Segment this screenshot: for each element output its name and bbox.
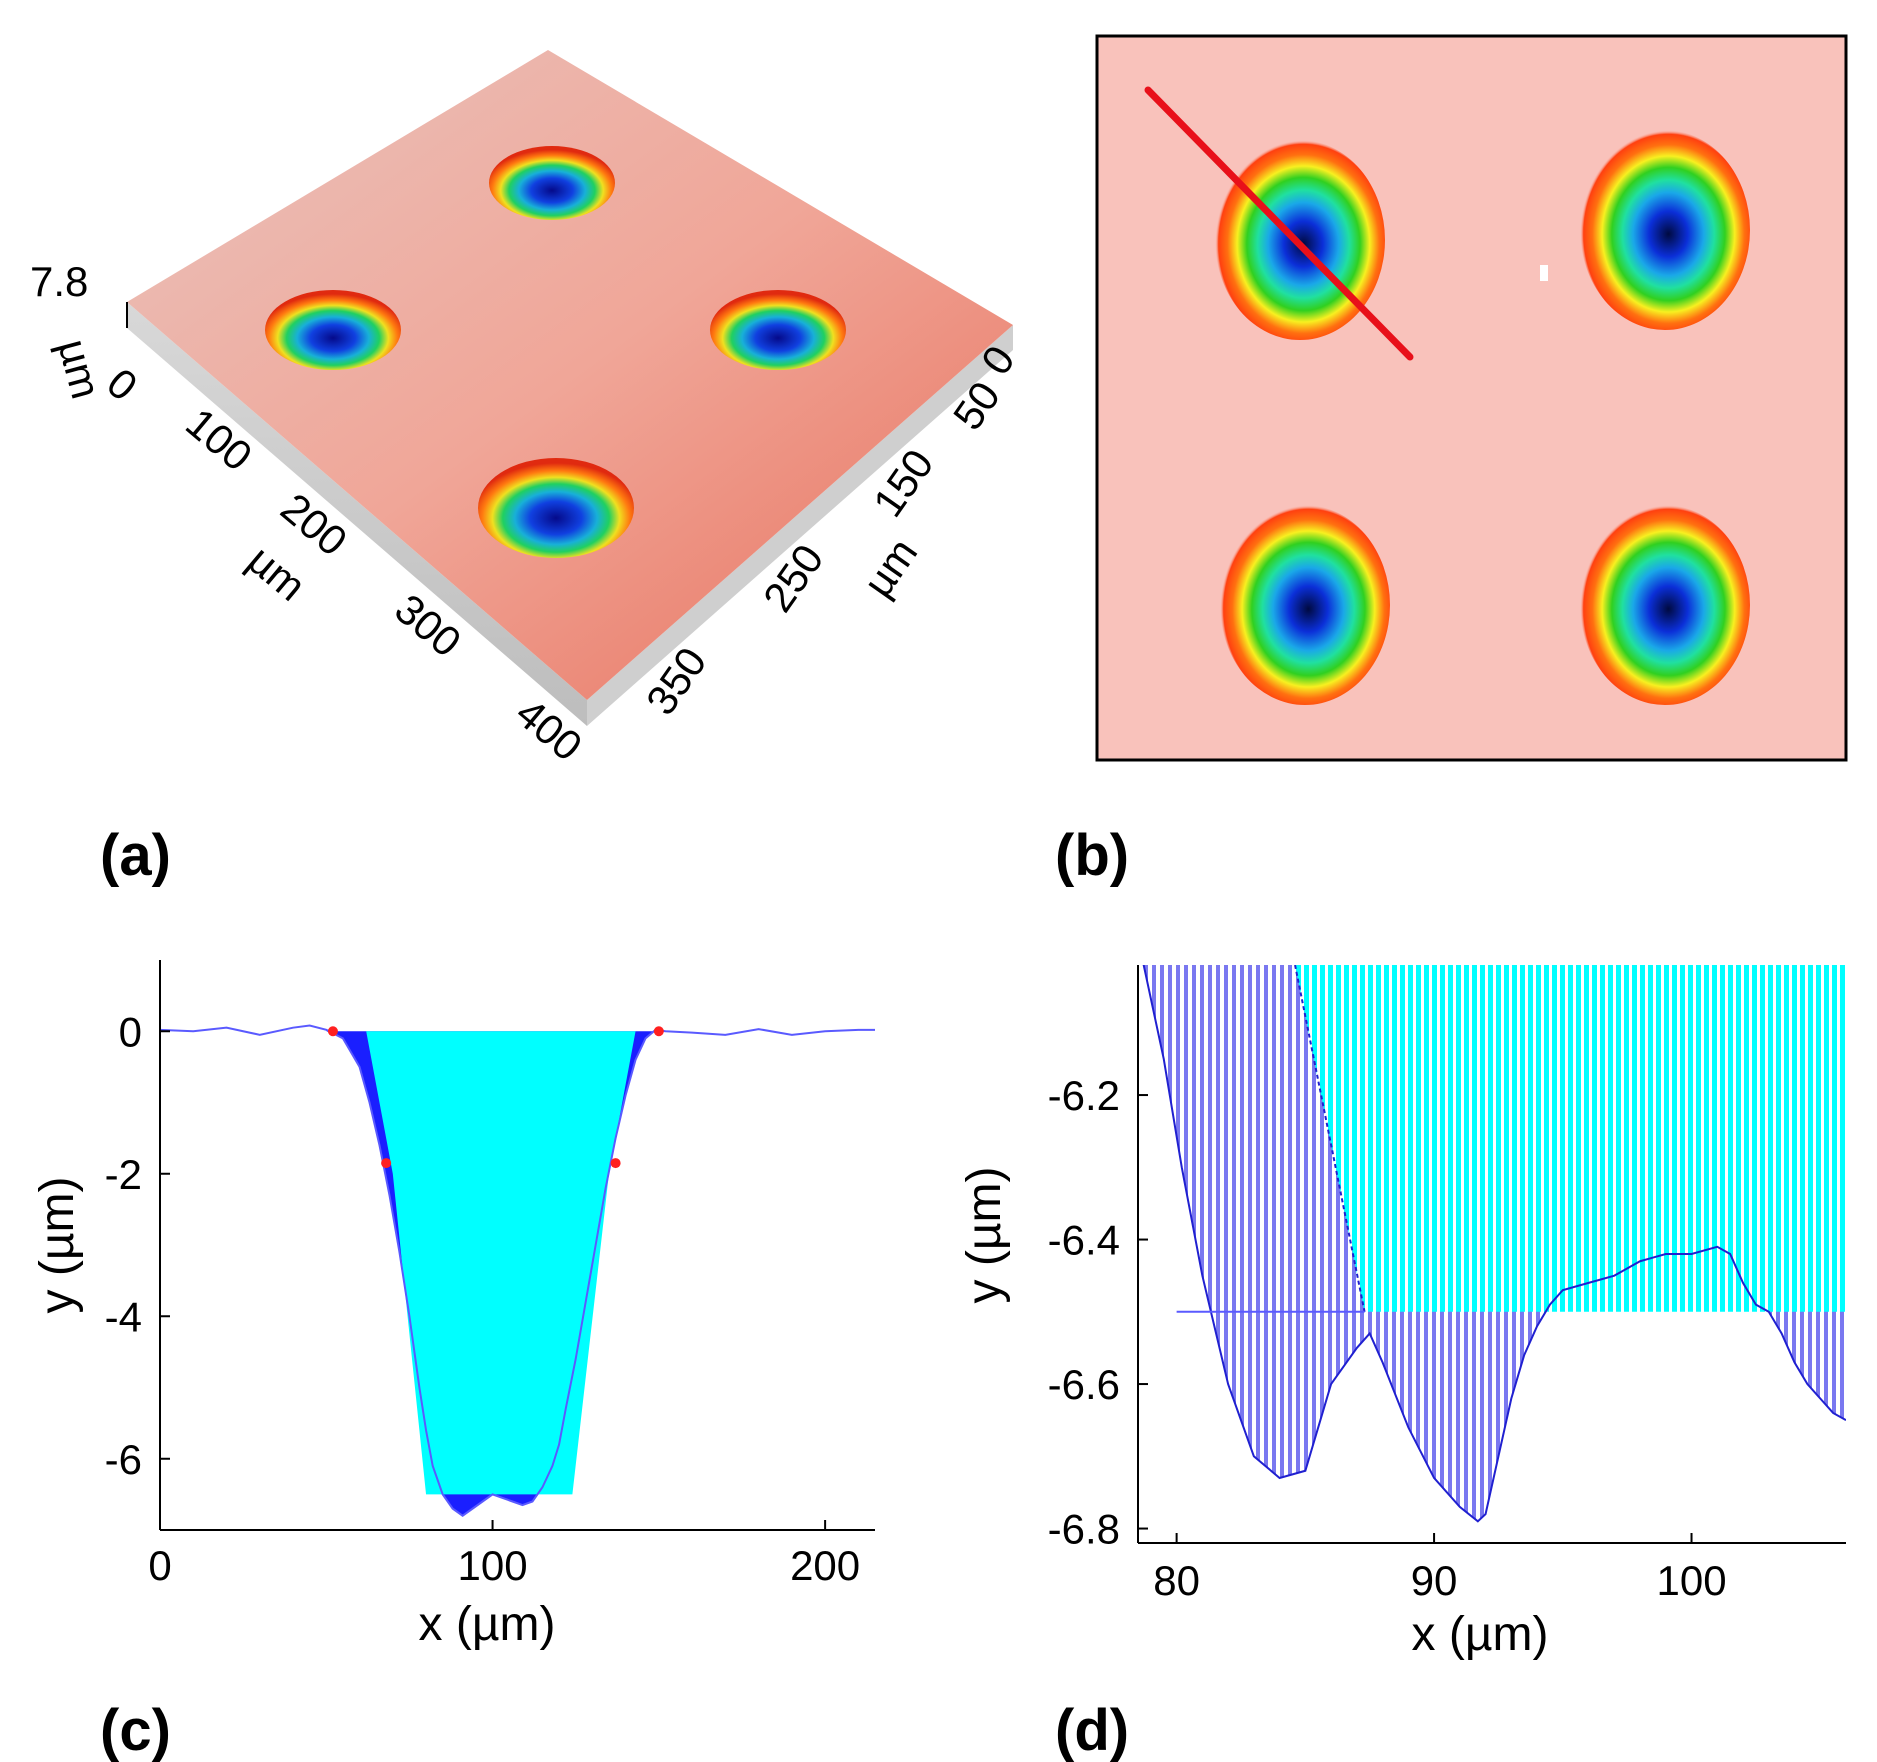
a-y-axis-unit: µm bbox=[854, 530, 926, 605]
d-ticks: 80 90 100 -6.2 -6.4 -6.6 -6.8 bbox=[1048, 1072, 1727, 1604]
d-y-tick-label: -6.6 bbox=[1048, 1361, 1120, 1408]
d-y-tick-label: -6.2 bbox=[1048, 1072, 1120, 1119]
c-ticks: 0 100 200 0 -2 -4 -6 bbox=[105, 1008, 861, 1589]
d-boundary-line bbox=[1294, 965, 1366, 1312]
crater-right bbox=[710, 290, 846, 370]
panel-label-d: (d) bbox=[1055, 1698, 1129, 1762]
panel-a-3d-surface: 7.8 µm 0 100 200 300 400 µm 0 50 150 250… bbox=[30, 50, 1024, 888]
c-y-axis-label: y (µm) bbox=[31, 1177, 84, 1314]
section-line bbox=[1144, 86, 1414, 361]
panel-b-height-map: (b) bbox=[1055, 34, 1848, 888]
c-y-tick-label: 0 bbox=[119, 1008, 142, 1055]
map-artifact bbox=[1540, 265, 1548, 281]
c-x-tick-label: 200 bbox=[790, 1542, 860, 1589]
c-marker bbox=[381, 1158, 392, 1169]
c-marker bbox=[653, 1026, 664, 1037]
surface-top bbox=[127, 50, 1013, 700]
crater-left bbox=[265, 290, 401, 370]
d-x-tick-label: 100 bbox=[1656, 1557, 1726, 1604]
panel-label-a: (a) bbox=[100, 823, 171, 888]
c-x-tick-label: 0 bbox=[148, 1542, 171, 1589]
crater-bottom bbox=[478, 458, 634, 558]
d-x-axis-label: x (µm) bbox=[1412, 1608, 1549, 1661]
panel-c-profile-chart: 0 100 200 0 -2 -4 -6 x (µm) y (µm) (c) bbox=[31, 960, 875, 1762]
c-y-tick-label: -2 bbox=[105, 1151, 142, 1198]
d-profile-line bbox=[1142, 965, 1846, 1523]
crater-top bbox=[489, 146, 615, 220]
d-plot-area bbox=[1140, 965, 1846, 1523]
panel-d-zoom-chart: 80 90 100 -6.2 -6.4 -6.6 -6.8 x (µm) y (µm) (d… bbox=[958, 965, 1846, 1762]
c-marker bbox=[610, 1158, 621, 1169]
surface-right-side bbox=[587, 325, 1013, 726]
c-y-tick-label: -4 bbox=[105, 1293, 142, 1340]
d-y-axis-label: y (µm) bbox=[958, 1167, 1011, 1304]
d-y-tick-label: -6.8 bbox=[1048, 1506, 1120, 1553]
panel-label-b: (b) bbox=[1055, 823, 1129, 888]
a-x-axis-unit: µm bbox=[239, 536, 315, 610]
d-cyan-fill bbox=[1295, 965, 1846, 1312]
d-x-tick-label: 90 bbox=[1411, 1557, 1458, 1604]
c-x-tick-label: 100 bbox=[458, 1542, 528, 1589]
panel-label-c: (c) bbox=[100, 1698, 171, 1762]
surface-left-side bbox=[127, 302, 587, 726]
pit-top-right bbox=[1580, 130, 1750, 330]
c-marker bbox=[327, 1026, 338, 1037]
z-axis-max-label: 7.8 bbox=[30, 258, 88, 305]
d-x-tick-label: 80 bbox=[1153, 1557, 1200, 1604]
c-x-axis-label: x (µm) bbox=[419, 1598, 556, 1651]
d-y-tick-label: -6.4 bbox=[1048, 1217, 1120, 1264]
pit-bottom-left bbox=[1220, 505, 1390, 705]
c-cyan-fill bbox=[366, 1031, 636, 1495]
c-plot-area bbox=[160, 1024, 875, 1517]
c-y-tick-label: -6 bbox=[105, 1436, 142, 1483]
pit-bottom-right bbox=[1580, 505, 1750, 705]
